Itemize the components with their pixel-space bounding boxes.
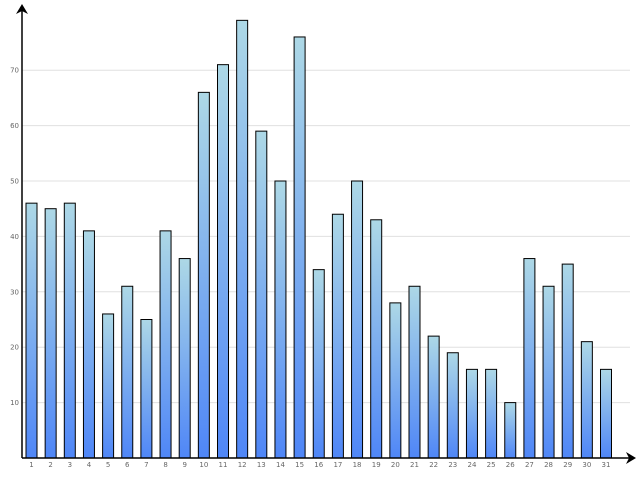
bar (140, 319, 153, 459)
x-tick-label: 20 (391, 461, 400, 469)
bar (197, 91, 210, 459)
x-tick-label: 3 (68, 461, 72, 469)
bars (25, 19, 612, 459)
x-tick-label: 2 (48, 461, 52, 469)
bar (370, 219, 383, 459)
y-tick-label: 50 (10, 178, 19, 186)
bar (178, 258, 191, 459)
x-axis-arrow-icon (626, 452, 636, 464)
bar (44, 208, 57, 459)
bar (121, 285, 134, 459)
x-tick-label: 22 (429, 461, 438, 469)
bar (542, 285, 555, 459)
x-tick-label: 14 (276, 461, 285, 469)
bar (600, 368, 612, 459)
bar (465, 368, 478, 459)
bar (580, 341, 593, 459)
x-tick-label: 13 (257, 461, 266, 469)
x-tick-label: 5 (106, 461, 110, 469)
bar (351, 180, 364, 459)
x-tick-label: 16 (314, 461, 323, 469)
x-tick-label: 28 (544, 461, 553, 469)
x-tick-label: 21 (410, 461, 419, 469)
y-tick-label: 10 (10, 399, 19, 407)
x-tick-label: 4 (87, 461, 92, 469)
bar (485, 368, 498, 459)
bar (331, 213, 344, 459)
bar (427, 335, 440, 459)
x-tick-label: 24 (467, 461, 476, 469)
x-tick-label: 18 (353, 461, 362, 469)
x-tick-label: 27 (525, 461, 534, 469)
bar (408, 285, 421, 459)
y-tick-label: 60 (10, 122, 19, 130)
bar (25, 202, 38, 459)
y-tick-labels: 10 20 30 40 50 60 70 (10, 67, 19, 407)
x-tick-label: 10 (199, 461, 208, 469)
bar (217, 64, 229, 459)
x-tick-label: 1 (29, 461, 33, 469)
y-tick-label: 20 (10, 344, 19, 352)
bar (159, 230, 172, 459)
x-tick-label: 6 (125, 461, 130, 469)
bar (82, 230, 95, 459)
y-tick-label: 30 (10, 288, 19, 296)
x-tick-label: 12 (238, 461, 247, 469)
x-tick-label: 9 (182, 461, 186, 469)
bar (446, 352, 459, 459)
bar (255, 130, 268, 459)
x-tick-label: 7 (144, 461, 148, 469)
bar (504, 402, 517, 459)
bar (236, 19, 249, 459)
bar (63, 202, 76, 459)
x-tick-label: 29 (563, 461, 572, 469)
x-tick-labels: 1 2 3 4 5 6 7 8 9 10 11 12 13 14 15 16 17 18 19 20 21 22 23 24 2… (29, 461, 610, 469)
x-tick-label: 25 (487, 461, 496, 469)
y-tick-label: 70 (10, 67, 19, 75)
bar (102, 313, 115, 459)
x-tick-label: 19 (372, 461, 381, 469)
x-tick-label: 11 (219, 461, 228, 469)
x-tick-label: 8 (163, 461, 167, 469)
y-axis-arrow-icon (16, 4, 28, 14)
bar (389, 302, 402, 459)
x-tick-label: 30 (582, 461, 591, 469)
bar (523, 258, 536, 459)
x-tick-label: 31 (602, 461, 611, 469)
x-tick-label: 17 (333, 461, 342, 469)
x-tick-label: 15 (295, 461, 304, 469)
axes (16, 4, 636, 464)
x-tick-label: 26 (506, 461, 515, 469)
bar (561, 263, 574, 459)
bar (312, 269, 325, 459)
y-tick-label: 40 (10, 233, 19, 241)
x-tick-label: 23 (448, 461, 457, 469)
bar (293, 36, 306, 459)
bar (274, 180, 287, 459)
